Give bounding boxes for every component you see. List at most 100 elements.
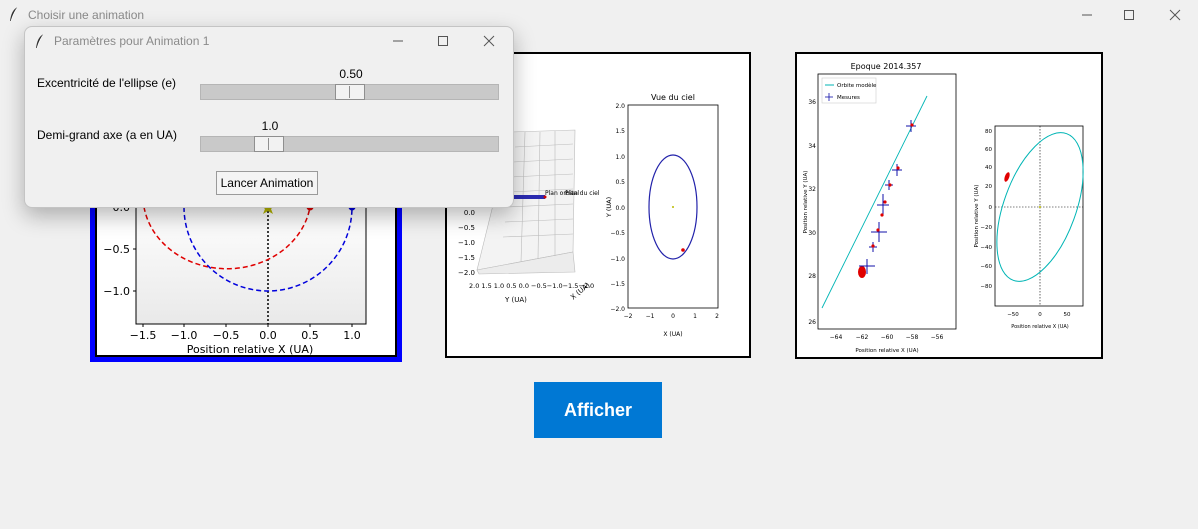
feather-icon (36, 33, 45, 49)
minimize-button[interactable] (1064, 0, 1110, 30)
x-tick-label: 1.0 (343, 329, 361, 342)
legend-measures-label: Mesures (837, 95, 860, 101)
sky-y-tick: 1.0 (615, 154, 625, 161)
sky-x-label: X (UA) (663, 331, 682, 338)
sky-x-tick: −2 (624, 313, 633, 320)
animation-3-plot: Epoque 2014.357 Orbite modèle Mesures 36… (795, 52, 1103, 359)
dialog-maximize-button[interactable] (421, 27, 465, 55)
semi-major-axis-label: Demi-grand axe (a en UA) (37, 128, 178, 142)
feather-icon (10, 6, 19, 22)
right-y-tick: −20 (980, 225, 992, 231)
x-tick-label: 0.0 (259, 329, 277, 342)
sky-orbit (648, 154, 698, 260)
sky-y-tick: 1.5 (615, 128, 625, 135)
sky-x-tick: 1 (693, 313, 697, 320)
left-x-tick: −58 (906, 334, 919, 341)
left-y-label: Position relative Y (UA) (803, 171, 809, 234)
sky-x-tick: 0 (671, 313, 675, 320)
dialog-close-button[interactable] (467, 27, 511, 55)
x-axis-label: Position relative X (UA) (187, 343, 314, 356)
plane-orbital-label: Plan orbital (545, 190, 579, 197)
left-y-tick: 26 (808, 319, 816, 326)
eccentricity-slider[interactable] (200, 84, 499, 100)
dialog-title: Paramètres pour Animation 1 (54, 34, 210, 48)
sky-y-label: Y (UA) (605, 197, 613, 218)
dialog-minimize-button[interactable] (376, 27, 420, 55)
d3-y-tick: −1.5 (458, 254, 475, 262)
left-x-label: Position relative X (UA) (855, 348, 918, 354)
x-tick-label: −1.0 (171, 329, 198, 342)
d3-y-label: Y (UA) (504, 296, 527, 304)
right-y-tick: −80 (980, 284, 992, 290)
legend (821, 77, 877, 104)
sky-y-tick: 0.0 (615, 205, 625, 212)
right-y-tick: 60 (985, 147, 992, 153)
animation-3-thumbnail[interactable]: Epoque 2014.357 Orbite modèle Mesures 36… (795, 52, 1103, 359)
eccentricity-value: 0.50 (339, 67, 363, 81)
sky-view-title: Vue du ciel (651, 93, 695, 102)
sky-x-tick: 2 (715, 313, 719, 320)
left-y-tick: 36 (808, 99, 816, 106)
afficher-button[interactable]: Afficher (534, 382, 662, 438)
legend-model-label: Orbite modèle (837, 82, 877, 89)
minimize-icon (393, 40, 403, 42)
model-orbit-line (821, 95, 928, 309)
semi-major-axis-value: 1.0 (261, 119, 279, 133)
right-y-tick: 40 (985, 165, 992, 171)
parameters-dialog: Paramètres pour Animation 1 Excentricité… (24, 26, 514, 208)
sky-y-tick: 0.5 (615, 179, 625, 186)
right-y-tick: 20 (985, 184, 992, 190)
plane-sky-label: Plan du ciel (565, 190, 600, 197)
semi-major-axis-slider-thumb[interactable] (254, 136, 285, 152)
sky-y-tick: −1.5 (610, 281, 625, 288)
animation-2-plot: Plan orbital Plan du ciel 0.0 −0.5 −1.0 … (445, 52, 751, 358)
minimize-icon (1082, 14, 1092, 16)
y-tick-label: −0.5 (103, 243, 130, 256)
sky-y-tick: 2.0 (615, 103, 625, 110)
right-y-tick: 80 (985, 129, 992, 135)
sky-y-tick: −2.0 (610, 306, 625, 313)
sky-y-tick: −1.0 (610, 256, 625, 263)
right-x-label: Position relative X (UA) (1011, 324, 1069, 330)
left-y-tick: 28 (808, 273, 816, 280)
right-x-tick: 0 (1038, 312, 1042, 318)
semi-major-axis-slider[interactable] (200, 136, 499, 152)
x-tick-label: −0.5 (213, 329, 240, 342)
right-y-tick: 0 (989, 205, 993, 211)
blue-orbit (183, 206, 353, 292)
d3-y-tick: −1.0 (458, 239, 475, 247)
sky-x-tick: −1 (646, 313, 655, 320)
right-y-label: Position relative Y (UA) (974, 185, 980, 248)
left-x-tick: −64 (830, 334, 843, 341)
x-tick-label: −1.5 (130, 329, 157, 342)
plot-title: Epoque 2014.357 (851, 62, 922, 71)
left-x-tick: −56 (931, 334, 944, 341)
launch-animation-button[interactable]: Lancer Animation (216, 171, 318, 195)
red-orbit (143, 206, 311, 270)
maximize-button[interactable] (1106, 0, 1152, 30)
eccentricity-slider-thumb[interactable] (334, 84, 365, 100)
right-x-tick: 50 (1064, 312, 1071, 318)
left-y-tick: 30 (808, 230, 816, 237)
sky-y-tick: −0.5 (610, 230, 625, 237)
left-y-tick: 32 (808, 186, 816, 193)
right-x-tick: −50 (1007, 312, 1019, 318)
maximize-icon (1124, 10, 1134, 20)
d3-bottom-ticks: 2.0 1.5 1.0 0.5 0.0 −0.5−1.0−1.5−2.0 (469, 282, 594, 290)
right-y-tick: −40 (980, 245, 992, 251)
left-x-tick: −60 (881, 334, 894, 341)
right-orbit (996, 132, 1084, 282)
maximize-icon (438, 36, 448, 46)
close-button[interactable] (1152, 0, 1198, 30)
x-tick-label: 0.5 (301, 329, 319, 342)
close-icon (483, 35, 495, 47)
left-y-tick: 34 (808, 143, 816, 150)
main-window-title: Choisir une animation (28, 8, 145, 22)
d3-y-tick: −2.0 (458, 269, 475, 277)
main-title-bar[interactable]: Choisir une animation (0, 0, 1198, 30)
d3-y-tick: 0.0 (464, 209, 475, 217)
left-x-tick: −62 (856, 334, 869, 341)
d3-y-tick: −0.5 (458, 224, 475, 232)
close-icon (1169, 9, 1181, 21)
right-y-tick: −60 (980, 264, 992, 270)
